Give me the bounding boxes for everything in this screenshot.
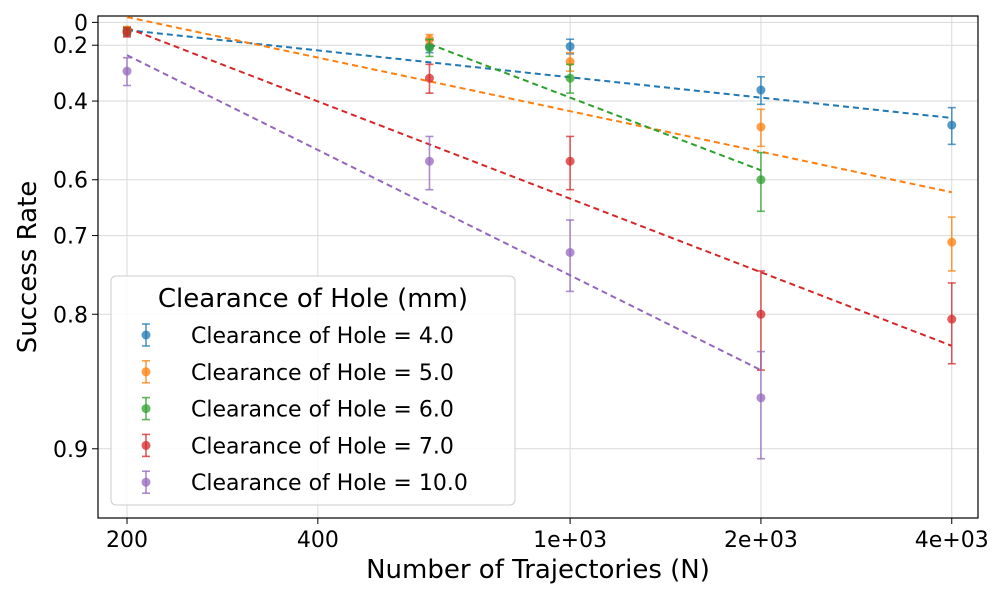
- fit-line: [126, 26, 953, 347]
- plot-frame: [97, 15, 979, 519]
- y-axis-ticks: 00.2 0.4 0.6 0.7 0.8 0.9: [53, 11, 98, 463]
- y-tick-label: 0.8: [53, 303, 88, 328]
- fit-line: [126, 54, 762, 371]
- fit-lines: [126, 16, 953, 371]
- y-tick-label: 0.7: [53, 225, 88, 250]
- data-point: [947, 237, 957, 247]
- legend-label: Clearance of Hole = 10.0: [191, 471, 468, 496]
- x-tick-label: 1e+03: [533, 528, 607, 553]
- x-tick-label: 200: [106, 528, 148, 553]
- data-point: [122, 27, 132, 37]
- x-axis-label: Number of Trajectories (N): [366, 555, 710, 585]
- y-axis-label: Success Rate: [13, 181, 43, 354]
- data-point: [947, 314, 957, 324]
- y-tick-label: 0.9: [53, 438, 88, 463]
- legend-label: Clearance of Hole = 4.0: [191, 324, 454, 349]
- x-tick-label: 4e+03: [915, 528, 989, 553]
- legend-frame: [110, 275, 516, 506]
- data-point: [565, 156, 575, 166]
- data-point: [756, 393, 766, 403]
- fit-line: [126, 16, 952, 194]
- legend-label: Clearance of Hole = 6.0: [191, 398, 454, 423]
- legend-marker: [141, 367, 151, 377]
- data-point: [565, 41, 575, 51]
- legend: Clearance of Hole (mm) Clearance of Hole…: [110, 275, 516, 506]
- data-point: [756, 122, 766, 132]
- data-point: [565, 73, 575, 83]
- x-axis-ticks: 200 400 1e+03 2e+03 4e+03: [106, 518, 989, 553]
- legend-marker: [141, 440, 151, 450]
- data-point: [756, 85, 766, 95]
- y-tick-label: 0.2: [53, 34, 88, 59]
- data-point: [424, 73, 434, 83]
- data-points: [122, 25, 957, 460]
- legend-label: Clearance of Hole = 7.0: [191, 434, 454, 459]
- fit-line: [126, 29, 952, 119]
- x-tick-label: 400: [297, 528, 339, 553]
- legend-label: Clearance of Hole = 5.0: [191, 361, 454, 386]
- data-point: [122, 66, 132, 76]
- data-point: [756, 309, 766, 319]
- data-point: [947, 120, 957, 130]
- y-tick-label: 0.6: [53, 169, 88, 194]
- x-tick-label: 2e+03: [724, 528, 798, 553]
- legend-marker: [141, 404, 151, 414]
- legend-items: Clearance of Hole = 4.0 Clearance of Hole…: [141, 323, 468, 496]
- y-tick-label: 0: [74, 11, 88, 36]
- data-point: [424, 43, 434, 53]
- y-tick-label: 0.4: [53, 90, 88, 115]
- data-point: [756, 175, 766, 185]
- legend-marker: [141, 477, 151, 487]
- fit-line: [429, 43, 762, 172]
- data-point: [565, 247, 575, 257]
- data-point: [424, 156, 434, 166]
- legend-marker: [141, 330, 151, 340]
- legend-title: Clearance of Hole (mm): [158, 284, 468, 314]
